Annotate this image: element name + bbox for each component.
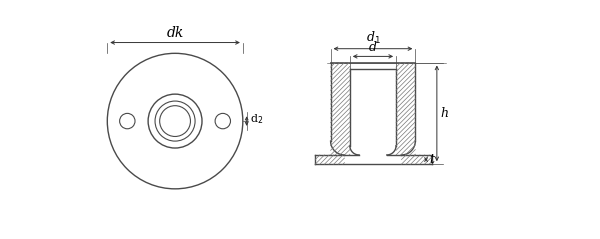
Text: d$_1$: d$_1$ xyxy=(365,30,380,46)
Text: t: t xyxy=(429,153,434,166)
Text: d: d xyxy=(369,41,377,54)
Text: h: h xyxy=(441,107,449,120)
Text: dk: dk xyxy=(166,26,184,40)
Text: d$_2$: d$_2$ xyxy=(250,112,263,126)
